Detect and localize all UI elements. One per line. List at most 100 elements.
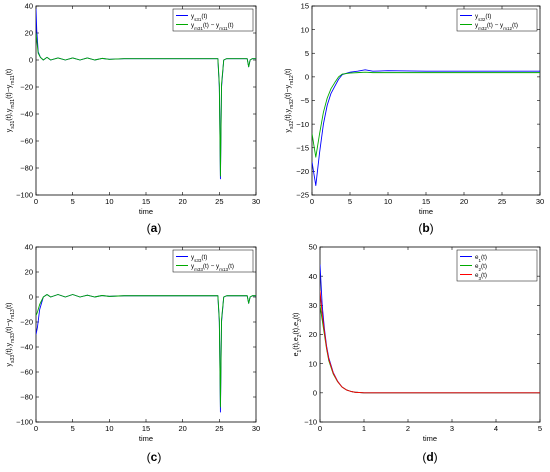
x-tick-label: 5	[538, 424, 542, 433]
y-tick-label: 0	[29, 293, 33, 302]
chart-panel-2: 0 5 10 15 20 25 30−25−20−15−10−5051015timeys32…	[285, 2, 544, 235]
y-tick-label: 10	[309, 359, 317, 368]
y-tick-label: −40	[20, 343, 33, 352]
series-line-3	[320, 290, 540, 394]
y-tick-label: −60	[20, 368, 33, 377]
y-tick-label: 40	[25, 2, 33, 11]
series-line-2	[36, 32, 256, 177]
x-tick-label: 25	[215, 424, 223, 433]
plot-area	[311, 5, 541, 196]
y-tick-label: 20	[309, 330, 317, 339]
x-tick-label: 30	[252, 197, 260, 206]
y-tick-label: −100	[16, 191, 33, 200]
y-tick-label: −40	[20, 110, 33, 119]
x-tick-label: 15	[142, 424, 150, 433]
series-line-2	[312, 71, 540, 158]
legend: e1(t)e2(t)e3(t)	[456, 249, 538, 282]
y-tick-label: −25	[296, 191, 309, 200]
chart-panel-3: 0 5 10 15 20 25 30 −100 −80 −60 −40 −20 0 20 40 time ys3…	[6, 243, 260, 464]
x-tick-label: 25	[215, 197, 223, 206]
x-tick-label: 10	[105, 424, 113, 433]
chart-panel-1: 0 5 10 15 20 25 30 −100 −80 −60 −40 −20 0 20 40 time ys3…	[6, 2, 260, 235]
y-tick-label: −60	[20, 137, 33, 146]
x-tick-label: 15	[142, 197, 150, 206]
legend: ys32(t)ym32(t) − ym12(t)	[456, 8, 538, 32]
y-axis-label: ys32(t),ym32(t)−ym12(t)	[285, 69, 295, 133]
x-tick-label: 10	[105, 197, 113, 206]
y-tick-label: 0	[313, 389, 317, 398]
y-tick-label: −10	[304, 418, 317, 427]
y-tick-label: 20	[25, 268, 33, 277]
x-tick-label: 5	[71, 424, 75, 433]
series-line-2	[36, 294, 256, 408]
chart-panel-4: 0 1 2 3 4 5−1001020304050timee1(t),e2(t),e3(t…	[293, 243, 542, 464]
series-group	[36, 294, 256, 413]
x-tick-label: 1	[362, 424, 366, 433]
legend: ys33(t)ym33(t) − ym13(t)	[172, 249, 254, 273]
legend-box	[172, 8, 254, 32]
legend-box	[172, 249, 254, 273]
y-tick-label: 10	[301, 25, 309, 34]
panel-caption: (d)	[422, 450, 437, 464]
x-tick-label: 0	[310, 197, 314, 206]
y-tick-label: 40	[309, 272, 317, 281]
x-tick-label: 0	[34, 197, 38, 206]
x-tick-label: 30	[536, 197, 544, 206]
legend-entry: ym33(t) − ym13(t)	[191, 263, 234, 272]
panel-caption: (a)	[147, 221, 162, 235]
x-tick-label: 2	[406, 424, 410, 433]
y-tick-label: −5	[300, 96, 309, 105]
y-tick-label: 50	[309, 243, 317, 252]
y-tick-label: 5	[305, 49, 309, 58]
y-axis-label: ys33(t),ym33(t)−ym13(t)	[6, 303, 16, 367]
panel-caption: (b)	[418, 221, 433, 235]
y-tick-label: −15	[296, 143, 309, 152]
x-tick-label: 4	[494, 424, 498, 433]
legend-entry: ym31(t) − ym11(t)	[191, 22, 234, 31]
plot-area	[35, 5, 257, 196]
y-tick-label: −20	[296, 167, 309, 176]
legend: ys31(t)ym31(t) − ym11(t)	[172, 8, 254, 32]
x-axis-label: time	[419, 207, 433, 216]
y-tick-label: 20	[25, 29, 33, 38]
x-axis-label: time	[423, 434, 437, 443]
x-axis-label: time	[139, 434, 153, 443]
y-tick-label: −10	[296, 120, 309, 129]
y-tick-label: 15	[301, 2, 309, 11]
x-tick-label: 10	[384, 197, 392, 206]
y-axis-label: e1(t),e2(t),e3(t)	[293, 313, 303, 357]
x-tick-label: 30	[252, 424, 260, 433]
y-tick-label: 0	[305, 73, 309, 82]
legend-entry: ys33(t)	[191, 254, 207, 263]
x-tick-label: 25	[498, 197, 506, 206]
series-group	[36, 8, 256, 180]
x-tick-label: 0	[318, 424, 322, 433]
x-tick-label: 3	[450, 424, 454, 433]
x-tick-label: 20	[178, 424, 186, 433]
legend-entry: ys32(t)	[475, 13, 491, 22]
plot-area	[35, 246, 257, 423]
series-group	[320, 264, 540, 394]
y-tick-label: 0	[29, 56, 33, 65]
x-axis-label: time	[139, 207, 153, 216]
x-tick-label: 20	[460, 197, 468, 206]
y-tick-label: 30	[309, 301, 317, 310]
panel-caption: (c)	[147, 450, 162, 464]
y-axis-label: ys31(t),ym31(t)−ym11(t)	[6, 69, 16, 133]
y-tick-label: −20	[20, 83, 33, 92]
series-group	[312, 69, 540, 187]
x-tick-label: 5	[71, 197, 75, 206]
y-tick-label: 40	[25, 243, 33, 252]
x-tick-label: 0	[34, 424, 38, 433]
legend-entry: ys31(t)	[191, 13, 207, 22]
legend-entry: e3(t)	[475, 272, 487, 281]
legend-entry: ym32(t) − ym12(t)	[475, 22, 518, 31]
legend-box	[456, 8, 538, 32]
y-tick-label: −100	[16, 418, 33, 427]
legend-entry: e2(t)	[475, 263, 487, 272]
x-tick-label: 5	[348, 197, 352, 206]
y-tick-label: −80	[20, 393, 33, 402]
legend-entry: e1(t)	[475, 254, 487, 263]
x-tick-label: 15	[422, 197, 430, 206]
